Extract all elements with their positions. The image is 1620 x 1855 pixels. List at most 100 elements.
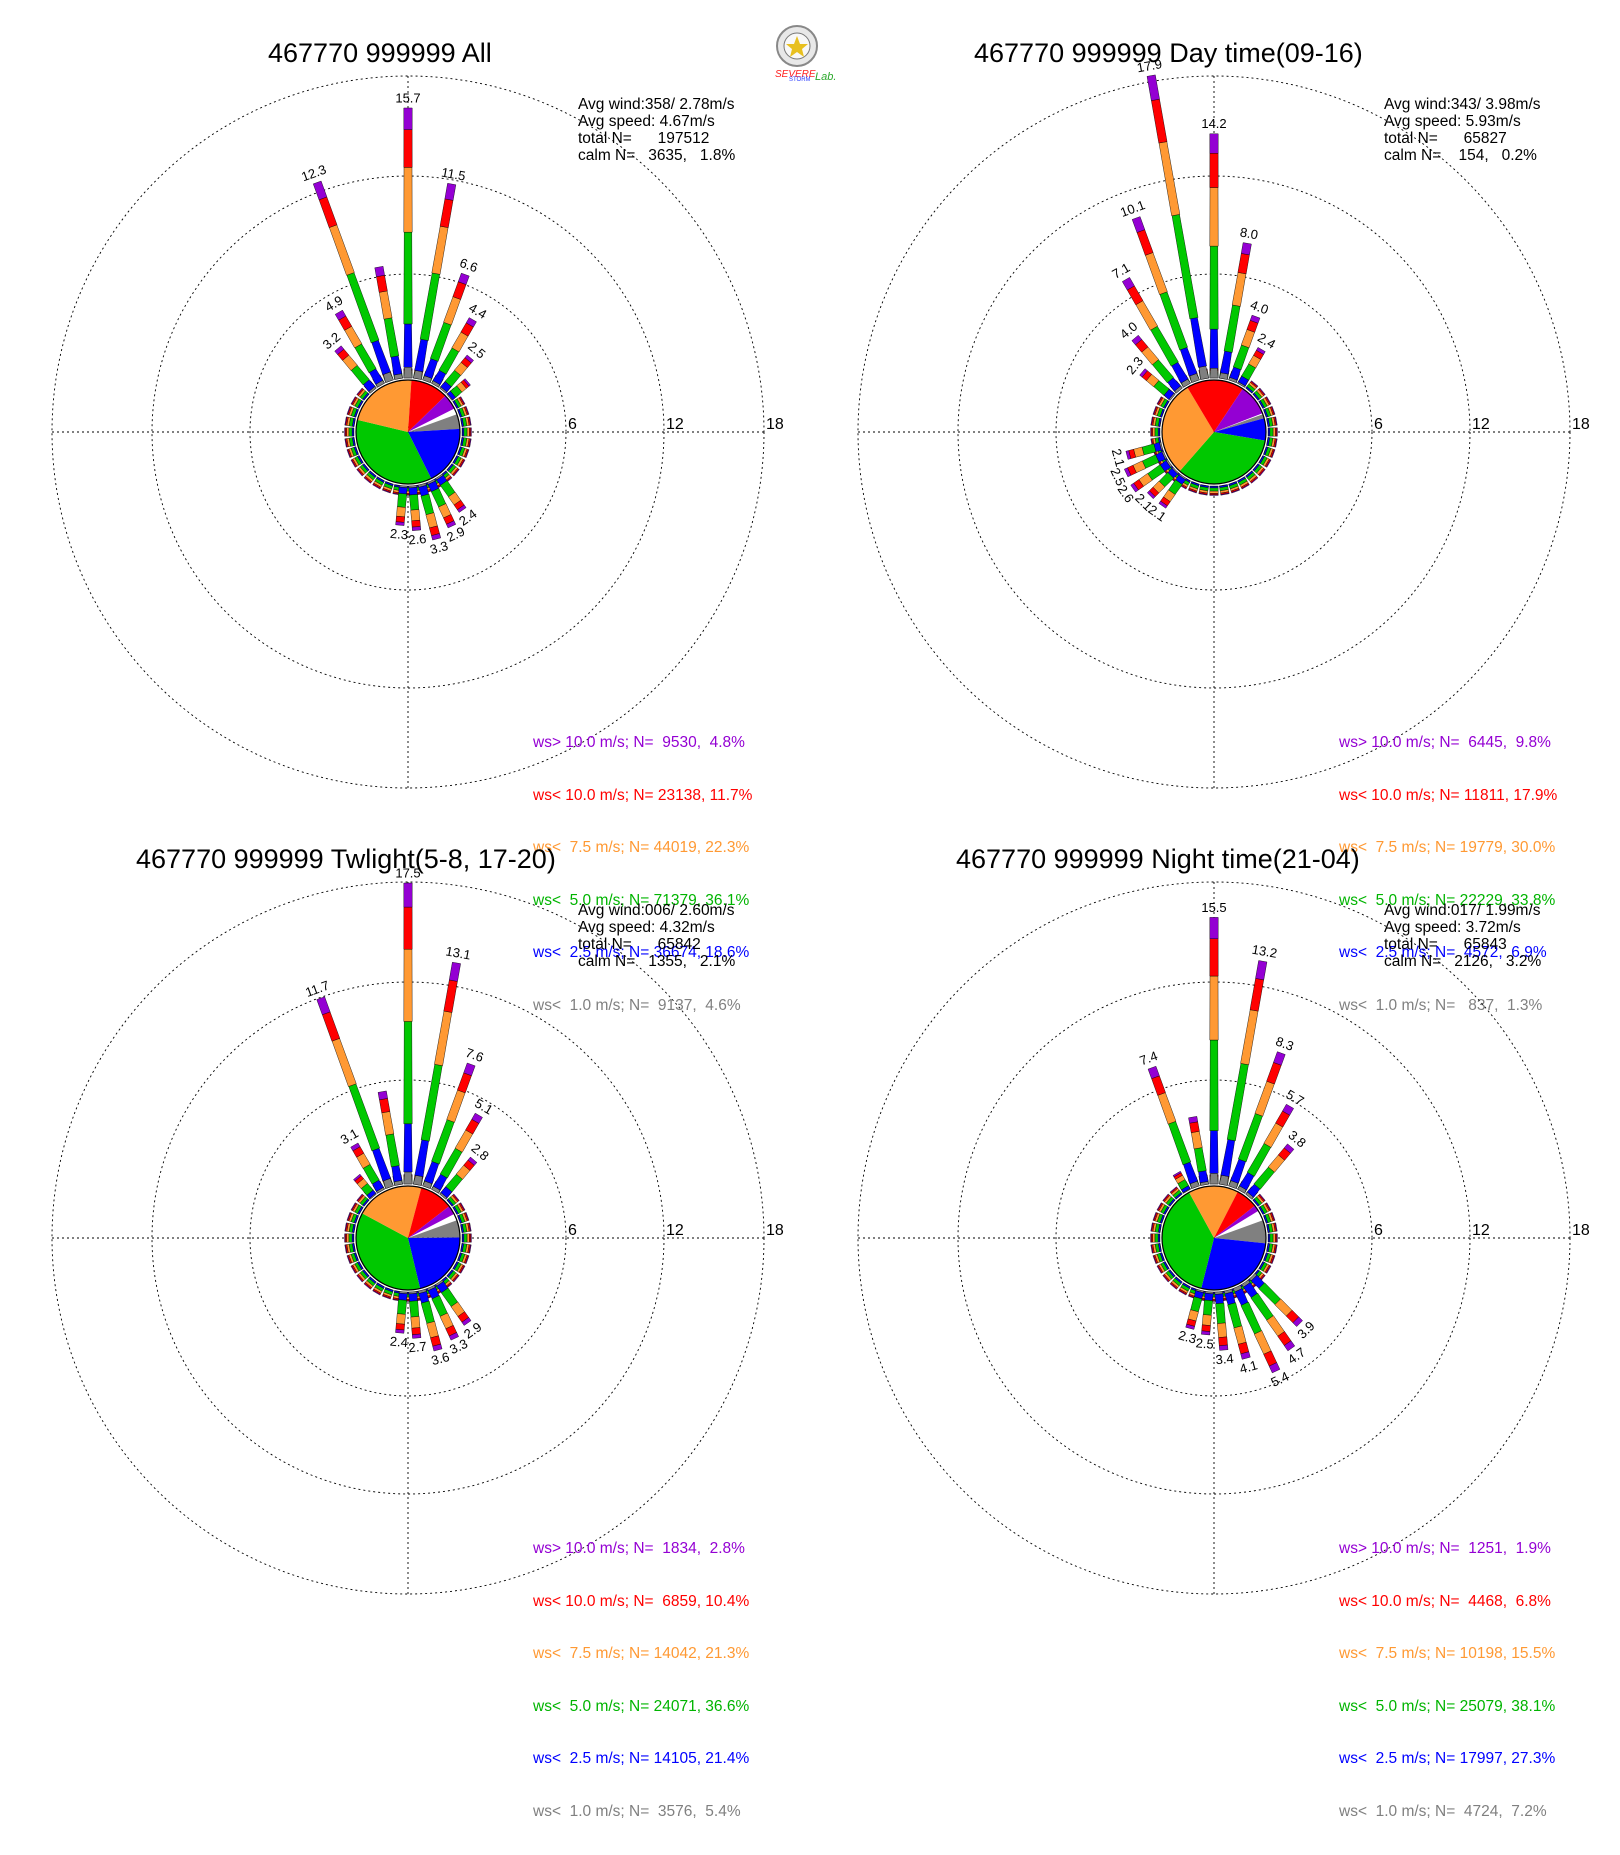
- petal-segment-gt10: [317, 997, 330, 1015]
- petal-segment-lt7-5: [329, 225, 354, 276]
- legend-ws-gt10: ws> 10.0 m/s; N= 1251, 1.9%: [1339, 1540, 1555, 1558]
- petal-segment-lt5: [421, 494, 434, 515]
- calm-n: calm N= 3635, 1.8%: [578, 147, 735, 164]
- petal-segment-lt7-5: [404, 949, 412, 1021]
- petal-segment-lt5: [1142, 444, 1156, 455]
- avg-wind: Avg wind:343/ 3.98m/s: [1384, 96, 1541, 113]
- petal-label: 14.2: [1201, 116, 1226, 131]
- petal-segment-lt2-5: [352, 1234, 354, 1242]
- petal-bg-170: [1219, 484, 1229, 495]
- petal-segment-lt7-5: [1241, 1010, 1259, 1065]
- legend-ws-lt2-5: ws< 2.5 m/s; N= 14105, 21.4%: [533, 1750, 749, 1768]
- petal-segment-lt5: [397, 1300, 406, 1315]
- petal-segment-lt2-5: [1210, 329, 1218, 368]
- ring-label-18: 18: [1572, 416, 1590, 433]
- petal-bg-110: [1263, 447, 1275, 458]
- petal-segment-lt5: [409, 494, 418, 510]
- petal-segment-lt7-5: [1191, 1131, 1202, 1149]
- legend-ws-gt10: ws> 10.0 m/s; N= 6445, 9.8%: [1339, 734, 1557, 752]
- speed-pie: [1162, 1186, 1266, 1290]
- petal-bg-270: [345, 428, 354, 436]
- petal-label: 11.5: [440, 165, 467, 184]
- petal-segment-lt5: [420, 273, 440, 341]
- petal-segment-lt5: [1233, 345, 1249, 370]
- petal-label: 2.4: [389, 1334, 408, 1351]
- petal-segment-lt5: [1155, 428, 1158, 436]
- petal-segment-lt2-5: [404, 324, 412, 367]
- petal-segment-gt10: [404, 883, 412, 907]
- petal-segment-gt10: [1201, 1331, 1210, 1335]
- petal-bg-260: [1151, 1243, 1162, 1253]
- petal-segment-lt1: [1199, 366, 1209, 379]
- petal-bg-290: [347, 1212, 359, 1223]
- petal-segment-lt2-5: [404, 1124, 412, 1172]
- petal-segment-lt7-5: [1273, 428, 1275, 436]
- petal-segment-lt2-5: [1215, 1294, 1224, 1304]
- petal-segment-lt5: [1224, 305, 1240, 352]
- petal-segment-lt5: [1210, 1040, 1218, 1131]
- petal-segment-lt5: [404, 232, 412, 324]
- petal-bg-250: [347, 1253, 359, 1264]
- petal-segment-lt7-5: [426, 513, 438, 528]
- petal-segment-lt10: [412, 1328, 421, 1335]
- petal-segment-gt10: [1210, 917, 1218, 938]
- petal-segment-gt10: [1189, 1116, 1198, 1123]
- petal-segment-lt7-5: [382, 1111, 394, 1135]
- petal-segment-lt10: [1210, 939, 1218, 976]
- petal-segment-gt10: [1277, 428, 1278, 436]
- petal-bg-250: [347, 447, 359, 458]
- petal-segment-gt10: [395, 1329, 404, 1333]
- ring-label-18: 18: [1572, 1222, 1590, 1239]
- petal-segment-lt5: [1216, 1303, 1226, 1324]
- total-n: total N= 65827: [1384, 130, 1541, 147]
- petal-segment-lt10: [444, 980, 458, 1013]
- petal-segment-lt2-5: [399, 1293, 408, 1300]
- petal-bg-280: [345, 1223, 356, 1233]
- petal-label: 2.3: [1177, 1327, 1198, 1346]
- petal-label: 8.0: [1239, 224, 1259, 242]
- chart-title: 467770 999999 Day time(09-16): [974, 38, 1363, 69]
- legend-ws-lt10: ws< 10.0 m/s; N= 4468, 6.8%: [1339, 1593, 1555, 1611]
- petal-segment-lt7-5: [347, 1234, 349, 1242]
- ring-label-12: 12: [666, 416, 684, 433]
- petal-label: 2.1: [1109, 447, 1128, 468]
- petal-bg-270: [345, 1234, 354, 1242]
- petal-segment-gt10: [1147, 75, 1160, 101]
- petal-label: 2.6: [408, 531, 427, 548]
- chart-title: 467770 999999 Night time(21-04): [956, 844, 1360, 875]
- petal-segment-gt10: [1210, 134, 1218, 154]
- legend-ws-lt10: ws< 10.0 m/s; N= 23138, 11.7%: [533, 787, 752, 805]
- petal-bg-100: [1266, 1243, 1277, 1253]
- petal-n4: [404, 883, 412, 1184]
- petal-segment-lt2-5: [352, 428, 354, 436]
- petal-bg-290: [347, 406, 359, 417]
- avg-speed: Avg speed: 4.67m/s: [578, 113, 735, 130]
- petal-bg-70: [1263, 406, 1275, 417]
- petal-label: 2.7: [408, 1339, 427, 1356]
- petal-segment-lt2-5: [462, 1234, 464, 1242]
- petal-segment-gt10: [1277, 1234, 1278, 1242]
- petal-segment-lt2-5: [409, 1293, 418, 1301]
- petal-segment-lt5: [1210, 246, 1218, 329]
- petal-segment-gt10: [412, 526, 421, 530]
- petal-segment-lt7-5: [1153, 1234, 1155, 1242]
- petal-segment-lt10: [1250, 978, 1264, 1011]
- petal-segment-lt1: [404, 1172, 412, 1184]
- total-n: total N= 65843: [1384, 936, 1541, 953]
- petal-bg-200: [382, 481, 393, 493]
- petal-segment-gt10: [345, 1234, 346, 1242]
- petal-segment-lt5: [1194, 1148, 1206, 1172]
- petal-bg-90: [1268, 428, 1277, 436]
- petal-segment-lt1: [1210, 368, 1218, 378]
- petal-segment-lt7-5: [1210, 491, 1218, 493]
- legend-ws-lt5: ws< 5.0 m/s; N= 24071, 36.6%: [533, 1698, 749, 1716]
- petal-segment-lt7-5: [443, 297, 460, 325]
- petal-segment-lt7-5: [411, 509, 420, 520]
- avg-speed: Avg speed: 4.32m/s: [578, 919, 735, 936]
- petal-segment-lt5: [349, 1234, 352, 1242]
- petal-segment-lt10: [440, 199, 453, 228]
- petal-segment-lt2-5: [1158, 1234, 1160, 1242]
- petal-segment-lt10: [396, 1324, 405, 1330]
